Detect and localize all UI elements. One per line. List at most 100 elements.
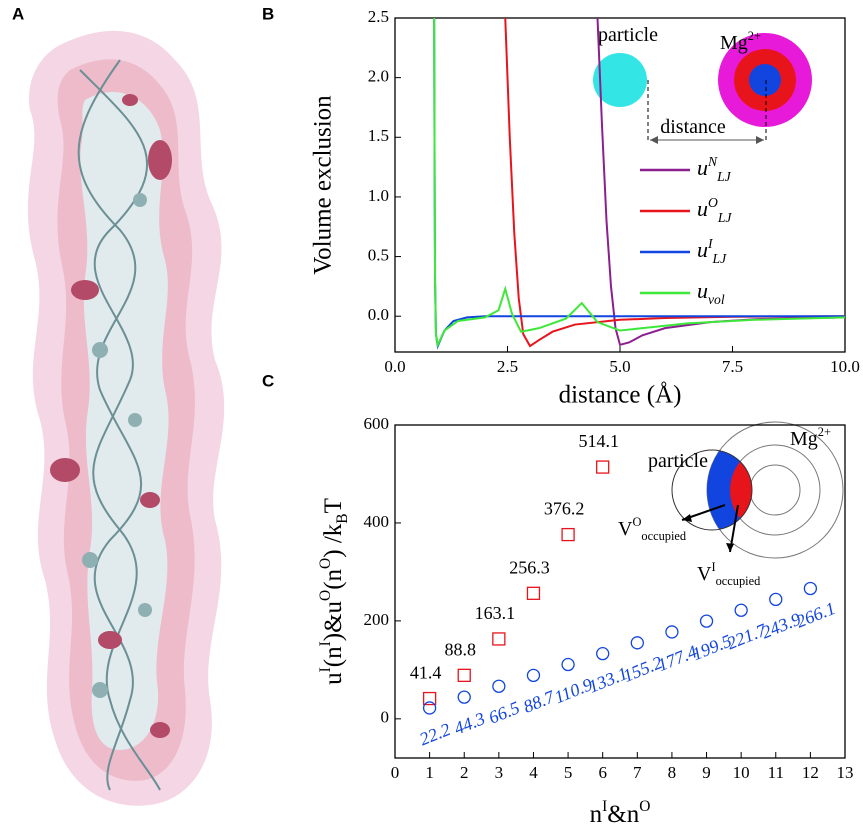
y-axis-title-part: B [334,513,351,523]
molecule-image [27,30,225,806]
series-line [504,18,845,348]
annotation-part: distance [660,116,726,138]
y-tick-label: 1.5 [368,126,389,145]
annotation-part: particle [598,24,658,46]
circle-marker [561,657,575,672]
y-axis-title: Volume exclusion [310,95,337,275]
x-tick-label: 12 [802,763,819,782]
x-tick-label: 11 [768,763,784,782]
x-tick-label: 10 [733,763,750,782]
annotation: Mg2+ [720,29,761,54]
circle-marker [630,636,644,650]
value-label: 88.8 [444,639,476,659]
x-tick-label: 0 [391,763,400,782]
annotation-part: particle [648,450,708,472]
x-axis-title-part: O [639,798,650,815]
lines [433,18,845,350]
circle-marker [665,625,679,639]
circle-marker [457,690,471,704]
value-label: 22.2 [417,719,454,749]
x-tick-label: 1 [425,763,434,782]
annotation: distance [660,116,726,138]
y-tick-label: 400 [364,512,390,531]
plot-frame [394,424,846,759]
panel-label: B [262,4,274,23]
legend-label-part: O [708,195,718,210]
legend-label-part: N [707,154,718,169]
x-tick-label: 9 [702,763,711,782]
legend-label-part: u [697,155,708,180]
square-marker [422,691,437,706]
legend-label-part: LJ [712,251,728,266]
annotation-part: Mg [790,428,818,450]
x-tick-label: 5 [564,763,573,782]
panel-label: C [262,371,274,390]
square-marker [596,460,610,474]
annotation-part: occupied [641,529,687,543]
annotation-part: occupied [716,574,762,588]
value-label: 41.4 [410,663,442,683]
circle-marker [422,701,437,715]
legend-label-part: I [707,236,714,251]
x-tick-label: 5.0 [609,357,630,376]
annotation-part: 2+ [748,29,761,43]
y-axis-title-part: u [320,672,347,685]
y-tick-label: 600 [364,414,390,433]
x-tick-label: 7 [633,763,642,782]
y-tick-label: 0.5 [368,245,389,264]
x-tick-label: 3 [495,763,504,782]
y-tick-label: 0 [381,708,390,727]
x-tick-label: 2.5 [497,357,518,376]
panel-label: A [12,4,24,23]
y-axis-title-part: I [317,641,334,646]
square-marker [457,668,471,682]
legend-label: uOLJ [697,195,732,225]
legend-label-part: vol [708,292,725,307]
annotation-part: I [711,560,715,574]
x-axis-title-part: n [590,801,603,828]
y-tick-label: 200 [364,610,390,629]
legend-label-part: LJ [717,210,733,225]
x-tick-label: 2 [460,763,469,782]
value-label: 163.1 [475,603,516,623]
circle-marker [803,581,818,596]
legend-label: uNLJ [697,154,732,184]
series-line [433,18,845,349]
value-label: 256.3 [509,557,550,577]
y-tick-label: 0.0 [368,305,389,324]
square-marker [561,527,575,542]
value-label: 376.2 [544,499,585,519]
y-tick-label: 2.5 [368,7,389,26]
square-marker [492,632,506,646]
x-tick-label: 6 [598,763,607,782]
square-marker [526,586,541,600]
circle-marker [734,603,748,617]
y-axis-title-part: O [317,558,334,569]
y-axis-title: uI(nI)&uO(nO) /kBT [317,498,351,685]
annotation: particle [648,450,708,472]
circle-marker [596,646,610,661]
x-tick-label: 0.0 [384,357,405,376]
annotation-part: Mg [720,32,748,54]
annotation-part: O [632,515,641,529]
annotation-part: 2+ [818,425,831,439]
annotation: VOoccupied [618,515,687,543]
x-tick-label: 13 [837,763,854,782]
x-axis-title-part: I [602,798,607,815]
x-tick-label: 10.0 [830,357,860,376]
legend-label: uvol [697,278,725,307]
annotation-part: V [618,518,633,540]
legend-label-part: u [697,278,708,303]
x-tick-label: 8 [668,763,677,782]
legend-label-part: u [697,196,708,221]
annotation: particle [598,24,658,46]
annotation-part: V [697,563,712,585]
y-axis-title-part: O [317,590,334,601]
circle-marker [526,668,541,683]
circle-marker [769,592,783,607]
value-label: 44.3 [451,708,488,738]
inset-diagram-b [593,33,812,144]
x-tick-label: 4 [529,763,538,782]
circle-marker [699,614,714,628]
